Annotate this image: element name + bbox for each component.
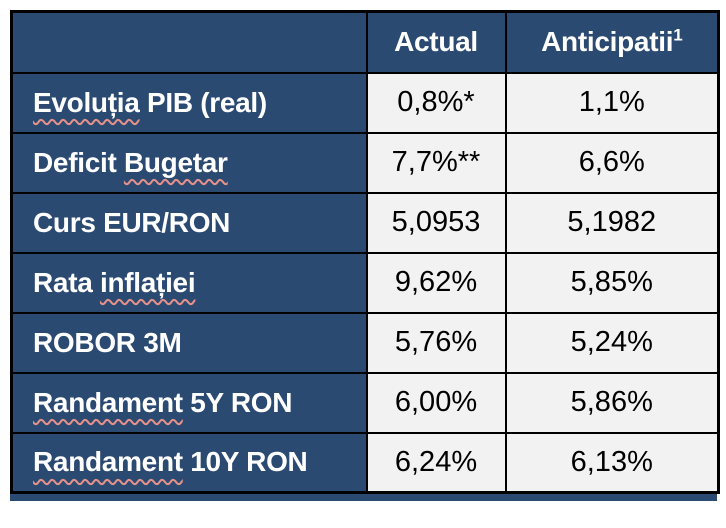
- actual-value: 7,7%**: [365, 131, 507, 194]
- misspelled-word: inflației: [99, 266, 196, 298]
- table-row: Rata inflației 9,62% 5,85%: [10, 251, 720, 314]
- row-label-cell: Deficit Bugetar: [10, 131, 368, 194]
- label-text: Curs EUR/RON: [33, 206, 231, 238]
- indicators-table: Actual Anticipatii1 Evoluția PIB (real) …: [10, 10, 720, 494]
- header-anticipated-label: Anticipatii: [541, 26, 674, 58]
- table-row: Randament 5Y RON 6,00% 5,86%: [10, 371, 720, 434]
- actual-value: 5,76%: [365, 311, 507, 374]
- footnote-superscript: 1: [673, 25, 683, 45]
- header-empty-cell: [10, 10, 368, 74]
- anticipated-value: 1,1%: [504, 71, 720, 134]
- misspelled-word: Bugetar: [123, 146, 228, 178]
- label-text: 5Y RON: [182, 386, 293, 418]
- table-row: Evoluția PIB (real) 0,8%* 1,1%: [10, 71, 720, 134]
- table-row: Deficit Bugetar 7,7%** 6,6%: [10, 131, 720, 194]
- table-row: Randament 10Y RON 6,24% 6,13%: [10, 431, 720, 494]
- misspelled-word: Randament: [33, 386, 183, 418]
- row-label-cell: Randament 5Y RON: [10, 371, 368, 434]
- anticipated-value: 6,6%: [504, 131, 720, 194]
- misspelled-word: Evoluția: [33, 86, 140, 118]
- anticipated-value: 6,13%: [504, 431, 720, 494]
- actual-value: 9,62%: [365, 251, 507, 314]
- header-actual-label: Actual: [394, 26, 478, 58]
- label-text: Rata: [33, 266, 100, 298]
- row-label-cell: Curs EUR/RON: [10, 191, 368, 254]
- header-anticipated-cell: Anticipatii1: [504, 10, 720, 74]
- label-text: 10Y RON: [182, 446, 308, 478]
- clipped-next-row: [10, 494, 717, 501]
- actual-value: 5,0953: [365, 191, 507, 254]
- header-row: Actual Anticipatii1: [10, 10, 720, 74]
- anticipated-value: 5,24%: [504, 311, 720, 374]
- row-label-cell: Randament 10Y RON: [10, 431, 368, 494]
- label-text: Deficit: [33, 146, 124, 178]
- header-actual-cell: Actual: [365, 10, 507, 74]
- label-text: PIB (real): [139, 86, 267, 118]
- actual-value: 6,00%: [365, 371, 507, 434]
- actual-value: 0,8%*: [365, 71, 507, 134]
- row-label-cell: Rata inflației: [10, 251, 368, 314]
- table-row: ROBOR 3M 5,76% 5,24%: [10, 311, 720, 374]
- label-text: ROBOR 3M: [33, 326, 182, 358]
- anticipated-value: 5,1982: [504, 191, 720, 254]
- anticipated-value: 5,85%: [504, 251, 720, 314]
- anticipated-value: 5,86%: [504, 371, 720, 434]
- misspelled-word: Randament: [33, 446, 183, 478]
- actual-value: 6,24%: [365, 431, 507, 494]
- row-label-cell: ROBOR 3M: [10, 311, 368, 374]
- table-row: Curs EUR/RON 5,0953 5,1982: [10, 191, 720, 254]
- row-label-cell: Evoluția PIB (real): [10, 71, 368, 134]
